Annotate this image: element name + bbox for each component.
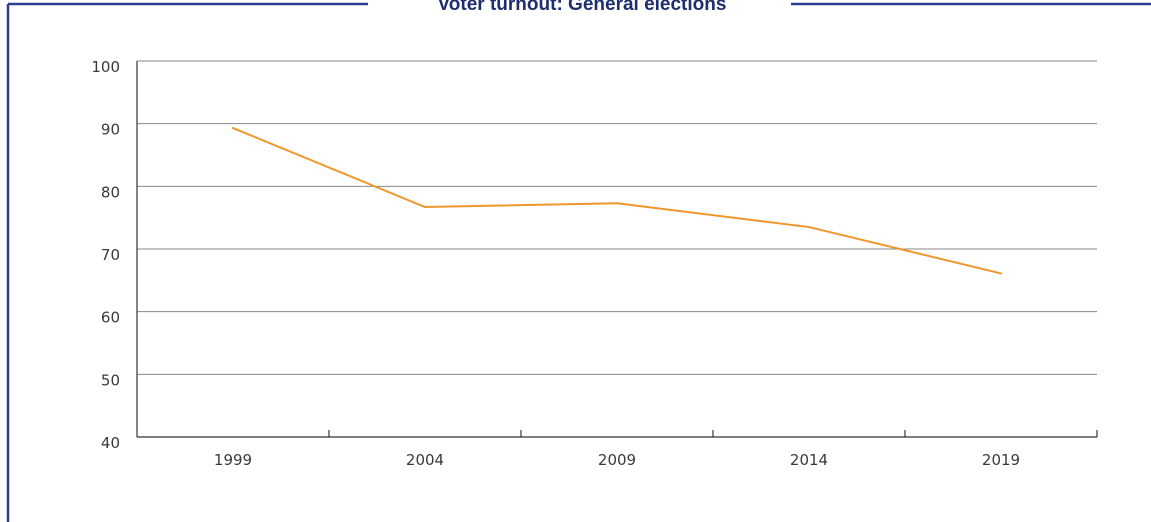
chart-border xyxy=(6,2,1151,522)
series-layer xyxy=(232,127,1002,275)
y-tick-label: 40 xyxy=(101,434,120,452)
data-point xyxy=(808,226,810,229)
x-tick-label: 2004 xyxy=(406,451,444,469)
series-line xyxy=(232,127,1002,275)
gridlines xyxy=(137,60,1097,375)
y-tick-labels: 40 50 60 70 80 90 100 xyxy=(91,58,120,452)
axes xyxy=(136,61,1098,438)
y-tick-label: 90 xyxy=(101,121,120,139)
x-tick-label: 2019 xyxy=(982,451,1020,469)
x-tick-label: 1999 xyxy=(214,451,252,469)
data-point xyxy=(1000,272,1002,275)
x-tick-labels: 1999 2004 2009 2014 2019 xyxy=(214,451,1020,469)
y-tick-label: 60 xyxy=(101,309,120,327)
x-tick-label: 2009 xyxy=(598,451,636,469)
chart-title: Voter turnout: General elections xyxy=(438,0,727,15)
y-tick-label: 50 xyxy=(101,371,120,389)
data-point xyxy=(424,206,426,209)
data-point xyxy=(616,202,618,205)
y-tick-label: 80 xyxy=(101,183,120,201)
y-tick-label: 70 xyxy=(101,246,120,264)
y-tick-label: 100 xyxy=(91,58,120,76)
x-tick-label: 2014 xyxy=(790,451,828,469)
data-point xyxy=(232,127,234,130)
